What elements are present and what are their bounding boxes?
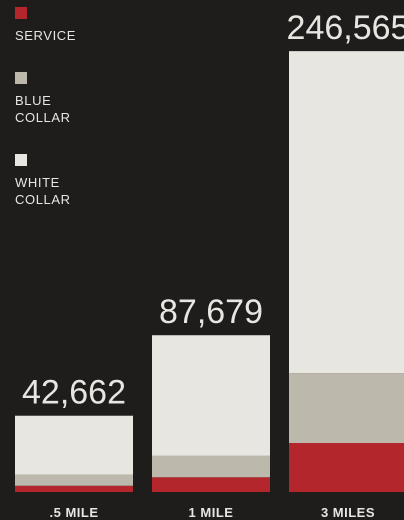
- bar-segment: [15, 485, 133, 492]
- legend: SERVICE BLUE COLLAR WHITE COLLAR: [15, 7, 95, 236]
- legend-swatch: [15, 72, 27, 84]
- total-label: 246,565: [287, 9, 404, 47]
- legend-swatch: [15, 154, 27, 166]
- x-tick-label: 3 MILES: [321, 505, 375, 520]
- bar-segment: [289, 51, 404, 374]
- legend-label: SERVICE: [15, 28, 77, 43]
- bar-segment: [15, 415, 133, 475]
- bar-segment: [15, 474, 133, 486]
- bar-segment: [152, 335, 270, 456]
- total-label: 42,662: [22, 374, 126, 412]
- legend-item: WHITE COLLAR: [15, 154, 95, 208]
- legend-item: BLUE COLLAR: [15, 72, 95, 126]
- legend-item: SERVICE: [15, 7, 95, 44]
- bar-segment: [152, 455, 270, 478]
- bar-segment: [289, 443, 404, 492]
- total-label: 87,679: [159, 293, 263, 331]
- legend-label: WHITE COLLAR: [15, 175, 71, 207]
- legend-swatch: [15, 7, 27, 19]
- legend-label: BLUE COLLAR: [15, 93, 71, 125]
- bar-segment: [152, 477, 270, 492]
- bar-segment: [289, 373, 404, 444]
- x-tick-label: 1 MILE: [189, 505, 234, 520]
- x-tick-label: .5 MILE: [49, 505, 98, 520]
